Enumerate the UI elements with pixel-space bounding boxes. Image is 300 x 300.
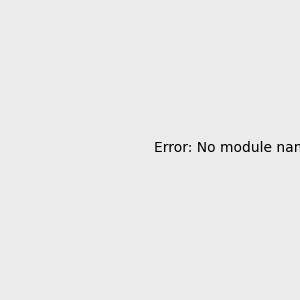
Text: Error: No module named 'rdkit': Error: No module named 'rdkit' xyxy=(154,140,300,154)
